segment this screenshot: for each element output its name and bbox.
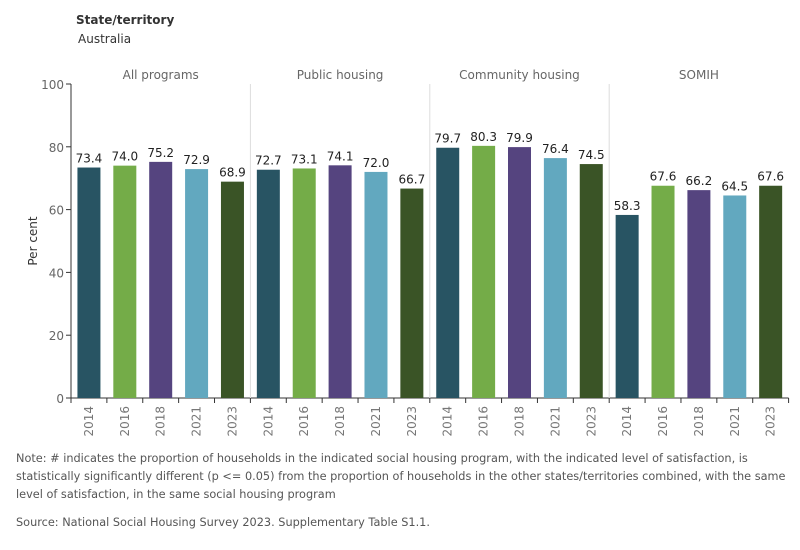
bar bbox=[400, 188, 424, 398]
x-tick-label: 2021 bbox=[728, 406, 742, 437]
y-tick-label: 60 bbox=[49, 204, 64, 218]
x-tick-label: 2021 bbox=[190, 406, 204, 437]
bar-chart: 0 20 40 60 80 100 Per cent All programs 73.4 2014… bbox=[26, 68, 790, 437]
data-label: 67.6 bbox=[650, 170, 677, 184]
bar bbox=[328, 165, 352, 398]
filter-value[interactable]: Australia bbox=[78, 32, 132, 46]
y-tick-label: 0 bbox=[56, 392, 64, 406]
bar bbox=[113, 165, 137, 398]
x-tick-label: 2023 bbox=[405, 406, 419, 437]
x-tick-label: 2023 bbox=[225, 406, 239, 437]
bar bbox=[220, 181, 244, 398]
y-tick-label: 100 bbox=[41, 78, 64, 92]
data-label: 72.7 bbox=[255, 154, 282, 168]
x-tick-label: 2014 bbox=[441, 406, 455, 437]
y-axis-label: Per cent bbox=[26, 216, 40, 266]
bar bbox=[579, 164, 603, 398]
bar bbox=[292, 168, 316, 398]
data-label: 73.4 bbox=[76, 152, 103, 166]
bar bbox=[615, 214, 639, 398]
x-tick-label: 2023 bbox=[584, 406, 598, 437]
data-label: 79.9 bbox=[506, 131, 533, 145]
panel-header: Community housing bbox=[459, 68, 580, 82]
data-label: 74.0 bbox=[111, 150, 138, 164]
bar bbox=[543, 158, 567, 398]
y-tick-label: 20 bbox=[49, 329, 64, 343]
x-tick-label: 2018 bbox=[154, 406, 168, 437]
chart-note: Note: # indicates the proportion of hous… bbox=[16, 452, 786, 501]
data-label: 76.4 bbox=[542, 142, 569, 156]
data-label: 79.7 bbox=[434, 132, 461, 146]
bar bbox=[149, 161, 173, 398]
bar bbox=[723, 195, 747, 398]
x-tick-label: 2021 bbox=[548, 406, 562, 437]
data-label: 72.9 bbox=[183, 153, 210, 167]
bar bbox=[472, 145, 496, 398]
data-label: 73.1 bbox=[291, 152, 318, 166]
data-label: 66.7 bbox=[399, 173, 426, 187]
x-tick-label: 2016 bbox=[118, 406, 132, 437]
bar bbox=[759, 185, 783, 398]
data-label: 80.3 bbox=[470, 130, 497, 144]
panel-header: Public housing bbox=[297, 68, 384, 82]
x-tick-label: 2018 bbox=[692, 406, 706, 437]
bar bbox=[436, 147, 460, 398]
data-label: 74.1 bbox=[327, 149, 354, 163]
x-tick-label: 2018 bbox=[513, 406, 527, 437]
y-tick-label: 40 bbox=[49, 266, 64, 280]
filter-label: State/territory bbox=[76, 13, 175, 27]
data-label: 58.3 bbox=[614, 199, 641, 213]
x-tick-label: 2016 bbox=[656, 406, 670, 437]
bar bbox=[364, 171, 388, 398]
x-tick-label: 2014 bbox=[82, 406, 96, 437]
bar bbox=[687, 190, 711, 398]
bar bbox=[185, 169, 209, 398]
data-label: 72.0 bbox=[363, 156, 390, 170]
data-label: 68.9 bbox=[219, 166, 246, 180]
x-tick-label: 2023 bbox=[764, 406, 778, 437]
panel-header: SOMIH bbox=[679, 68, 719, 82]
data-label: 64.5 bbox=[721, 179, 748, 193]
data-label: 67.6 bbox=[757, 170, 784, 184]
bar bbox=[508, 147, 531, 398]
x-tick-label: 2014 bbox=[261, 406, 275, 437]
chart-source: Source: National Social Housing Survey 2… bbox=[16, 516, 430, 529]
bar bbox=[77, 167, 101, 398]
data-label: 74.5 bbox=[578, 148, 605, 162]
x-tick-label: 2016 bbox=[477, 406, 491, 437]
bar bbox=[651, 185, 675, 398]
x-tick-label: 2021 bbox=[369, 406, 383, 437]
panel-header: All programs bbox=[123, 68, 199, 82]
x-tick-label: 2018 bbox=[333, 406, 347, 437]
x-tick-label: 2016 bbox=[297, 406, 311, 437]
x-tick-label: 2014 bbox=[620, 406, 634, 437]
bar bbox=[256, 169, 280, 398]
data-label: 66.2 bbox=[686, 174, 713, 188]
data-label: 75.2 bbox=[147, 146, 174, 160]
y-tick-label: 80 bbox=[49, 141, 64, 155]
